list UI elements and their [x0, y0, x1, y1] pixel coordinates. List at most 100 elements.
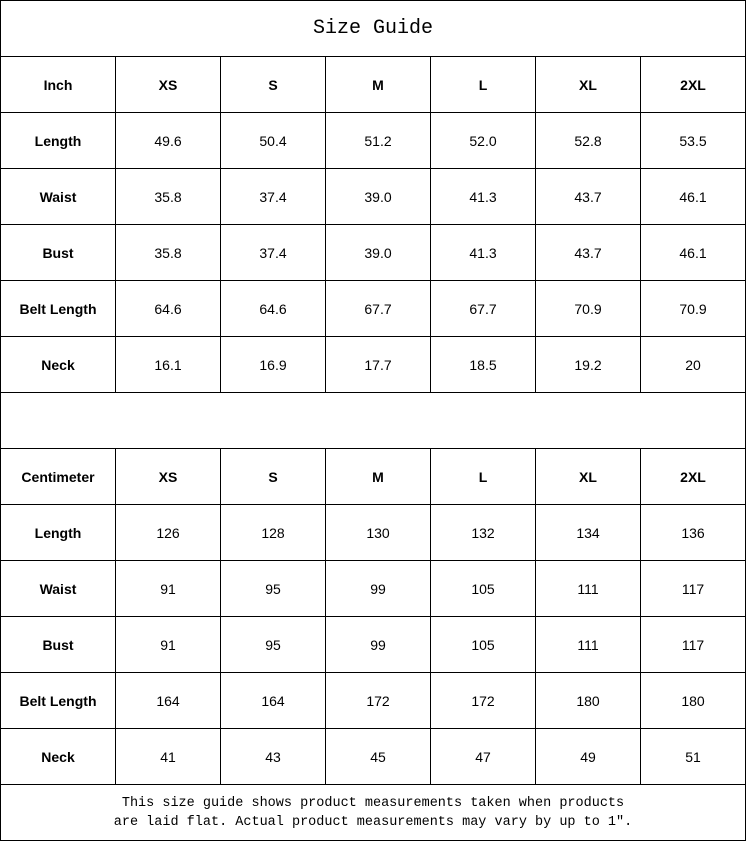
row-label: Bust [1, 617, 116, 672]
measurement-cell: 67.7 [326, 281, 431, 336]
measurement-cell: 105 [431, 617, 536, 672]
footer-line-2: are laid flat. Actual product measuremen… [113, 814, 633, 830]
measurement-cell: 43.7 [536, 225, 641, 280]
row-label: Bust [1, 225, 116, 280]
measurement-cell: 43.7 [536, 169, 641, 224]
measurement-cell: 17.7 [326, 337, 431, 392]
measurement-cell: 99 [326, 617, 431, 672]
measurement-cell: 19.2 [536, 337, 641, 392]
measurement-cell: 117 [681, 580, 705, 597]
footer-line-1: This size guide shows product measuremen… [121, 795, 625, 811]
measurement-cell: 35.8 [116, 169, 221, 224]
measurement-cell: 53.5 [679, 132, 707, 149]
header-row: Inch XS S M L XL 2XL [1, 57, 745, 113]
unit-header: Inch [1, 57, 116, 112]
measurement-cell: 39.0 [326, 225, 431, 280]
measurement-cell: 41 [116, 729, 221, 784]
table-row: Bust 35.8 37.4 39.0 41.3 43.7 46.1 [1, 225, 745, 281]
measurement-cell: 128 [221, 505, 326, 560]
size-header: 2XL [680, 468, 706, 485]
measurement-cell: 49.6 [116, 113, 221, 168]
measurement-cell: 117 [681, 636, 705, 653]
measurement-cell: 43 [221, 729, 326, 784]
size-header: M [326, 449, 431, 504]
row-label: Neck [1, 337, 116, 392]
table-row: Bust 91 95 99 105 111 117 [1, 617, 745, 673]
measurement-cell: 16.1 [116, 337, 221, 392]
row-label: Belt Length [1, 281, 116, 336]
size-header: S [221, 449, 326, 504]
measurement-cell: 46.1 [679, 244, 707, 261]
page-title: Size Guide [1, 1, 745, 57]
measurement-cell: 39.0 [326, 169, 431, 224]
size-header: XL [536, 57, 641, 112]
size-header: S [221, 57, 326, 112]
measurement-cell: 51.2 [326, 113, 431, 168]
size-header: L [431, 57, 536, 112]
measurement-cell: 172 [326, 673, 431, 728]
measurement-cell: 95 [221, 561, 326, 616]
header-row: Centimeter XS S M L XL 2XL [1, 449, 745, 505]
row-label: Length [1, 505, 116, 560]
measurement-cell: 37.4 [221, 169, 326, 224]
measurement-cell: 172 [431, 673, 536, 728]
size-header: XL [536, 449, 641, 504]
row-label: Belt Length [1, 673, 116, 728]
measurement-cell: 91 [116, 561, 221, 616]
table-row: Waist 35.8 37.4 39.0 41.3 43.7 46.1 [1, 169, 745, 225]
table-row: Neck 16.1 16.9 17.7 18.5 19.2 20 [1, 337, 745, 393]
measurement-cell: 64.6 [221, 281, 326, 336]
measurement-cell: 132 [431, 505, 536, 560]
measurement-cell: 16.9 [221, 337, 326, 392]
size-header: L [431, 449, 536, 504]
measurement-cell: 111 [536, 561, 641, 616]
measurement-cell: 47 [431, 729, 536, 784]
measurement-cell: 136 [681, 524, 705, 541]
measurement-cell: 45 [326, 729, 431, 784]
measurement-cell: 126 [116, 505, 221, 560]
measurement-cell: 41.3 [431, 225, 536, 280]
measurement-cell: 105 [431, 561, 536, 616]
row-label: Neck [1, 729, 116, 784]
row-label: Waist [1, 561, 116, 616]
measurement-cell: 50.4 [221, 113, 326, 168]
row-label: Waist [1, 169, 116, 224]
measurement-cell: 95 [221, 617, 326, 672]
measurement-cell: 99 [326, 561, 431, 616]
measurement-cell: 52.8 [536, 113, 641, 168]
measurement-cell: 46.1 [679, 188, 707, 205]
row-label: Length [1, 113, 116, 168]
measurement-cell: 130 [326, 505, 431, 560]
measurement-cell: 164 [116, 673, 221, 728]
measurement-cell: 164 [221, 673, 326, 728]
measurement-cell: 180 [536, 673, 641, 728]
size-header: M [326, 57, 431, 112]
table-row: Neck 41 43 45 47 49 51 [1, 729, 745, 785]
size-header: 2XL [680, 76, 706, 93]
size-header: XS [116, 449, 221, 504]
measurement-cell: 35.8 [116, 225, 221, 280]
measurement-cell: 134 [536, 505, 641, 560]
table-row: Belt Length 164 164 172 172 180 180 [1, 673, 745, 729]
table-row: Length 49.6 50.4 51.2 52.0 52.8 53.5 [1, 113, 745, 169]
measurement-cell: 67.7 [431, 281, 536, 336]
table-row: Belt Length 64.6 64.6 67.7 67.7 70.9 70.9 [1, 281, 745, 337]
measurement-cell: 70.9 [536, 281, 641, 336]
measurement-cell: 20 [685, 356, 701, 373]
measurement-cell: 70.9 [679, 300, 707, 317]
spacer-row [1, 393, 745, 449]
measurement-cell: 18.5 [431, 337, 536, 392]
measurement-cell: 41.3 [431, 169, 536, 224]
size-header: XS [116, 57, 221, 112]
unit-header: Centimeter [1, 449, 116, 504]
measurement-cell: 111 [536, 617, 641, 672]
measurement-cell: 37.4 [221, 225, 326, 280]
measurement-cell: 180 [681, 692, 705, 709]
measurement-cell: 52.0 [431, 113, 536, 168]
table-row: Waist 91 95 99 105 111 117 [1, 561, 745, 617]
measurement-cell: 51 [685, 748, 701, 765]
measurement-cell: 49 [536, 729, 641, 784]
measurement-cell: 64.6 [116, 281, 221, 336]
measurement-cell: 91 [116, 617, 221, 672]
